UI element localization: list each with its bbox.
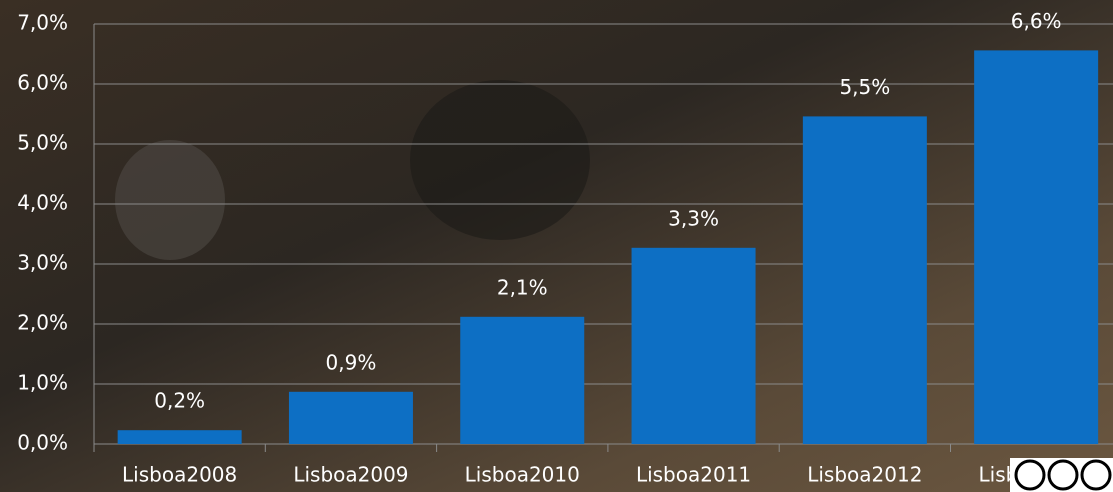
y-tick-label: 6,0% [17,71,68,95]
y-tick-label: 4,0% [17,191,68,215]
x-tick-label: Lisboa2010 [465,463,580,487]
background-shape [410,80,590,240]
page: {"chart_data": {"type": "bar", "categori… [0,0,1113,492]
data-label: 3,3% [668,206,719,230]
bar [803,116,927,444]
x-tick-label: Lisboa2011 [636,463,751,487]
y-tick-label: 1,0% [17,371,68,395]
bar [118,430,242,444]
x-tick-label: Lisboa2008 [122,463,237,487]
y-tick-label: 5,0% [17,131,68,155]
data-label: 0,9% [326,350,377,374]
data-label: 2,1% [497,275,548,299]
y-tick-label: 3,0% [17,251,68,275]
bar [632,248,756,444]
data-label: 0,2% [154,389,205,413]
y-tick-label: 2,0% [17,311,68,335]
bar [289,392,413,444]
data-label: 5,5% [839,75,890,99]
cc-icon [1010,458,1113,492]
x-tick-label: Lisboa2009 [293,463,408,487]
x-tick-label: Lisboa2012 [807,463,922,487]
y-tick-label: 0,0% [17,431,68,455]
y-tick-label: 7,0% [17,11,68,35]
bar [460,317,584,444]
data-label: 6,6% [1011,9,1062,33]
background-shape [115,140,225,260]
bar [974,50,1098,444]
chart: 0,0% 1,0% 2,0% 3,0% 4,0% 5,0% 6,0% 7,0% Lisboa20… [0,0,1113,492]
